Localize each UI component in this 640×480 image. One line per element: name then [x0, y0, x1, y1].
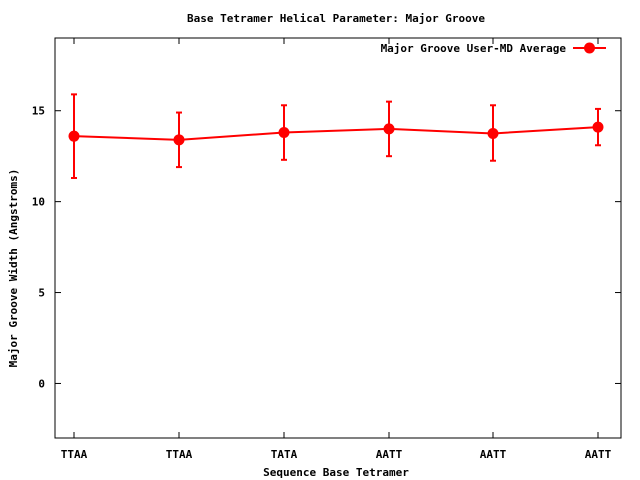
- legend-marker: [584, 42, 595, 54]
- axes: 0 5 10 15 TTAA TTAA TATA AATT AATT AATT: [32, 38, 621, 461]
- series-line: [73, 126, 599, 141]
- x-tick-label: TTAA: [166, 448, 193, 461]
- chart-title: Base Tetramer Helical Parameter: Major G…: [187, 12, 485, 25]
- x-tick-label: TTAA: [61, 448, 88, 461]
- data-point: [383, 123, 395, 135]
- x-tick-label: AATT: [480, 448, 507, 461]
- x-tick-label: AATT: [585, 448, 612, 461]
- legend-label: Major Groove User-MD Average: [381, 42, 567, 55]
- y-axis-label: Major Groove Width (Angstroms): [7, 169, 20, 368]
- data-point: [68, 130, 80, 142]
- y-tick-label: 5: [38, 287, 45, 300]
- y-tick-label: 0: [38, 377, 45, 390]
- data-point: [278, 127, 290, 139]
- x-tick-label: AATT: [376, 448, 403, 461]
- data-point: [173, 134, 185, 146]
- x-axis-label: Sequence Base Tetramer: [263, 466, 409, 479]
- data-point: [487, 127, 499, 139]
- plot-frame: [54, 37, 622, 439]
- series-layer: [68, 93, 604, 179]
- x-tick-label: TATA: [271, 448, 298, 461]
- y-tick-label: 10: [32, 196, 45, 209]
- data-point: [592, 121, 604, 133]
- legend: Major Groove User-MD Average: [381, 42, 606, 55]
- y-tick-label: 15: [32, 105, 45, 118]
